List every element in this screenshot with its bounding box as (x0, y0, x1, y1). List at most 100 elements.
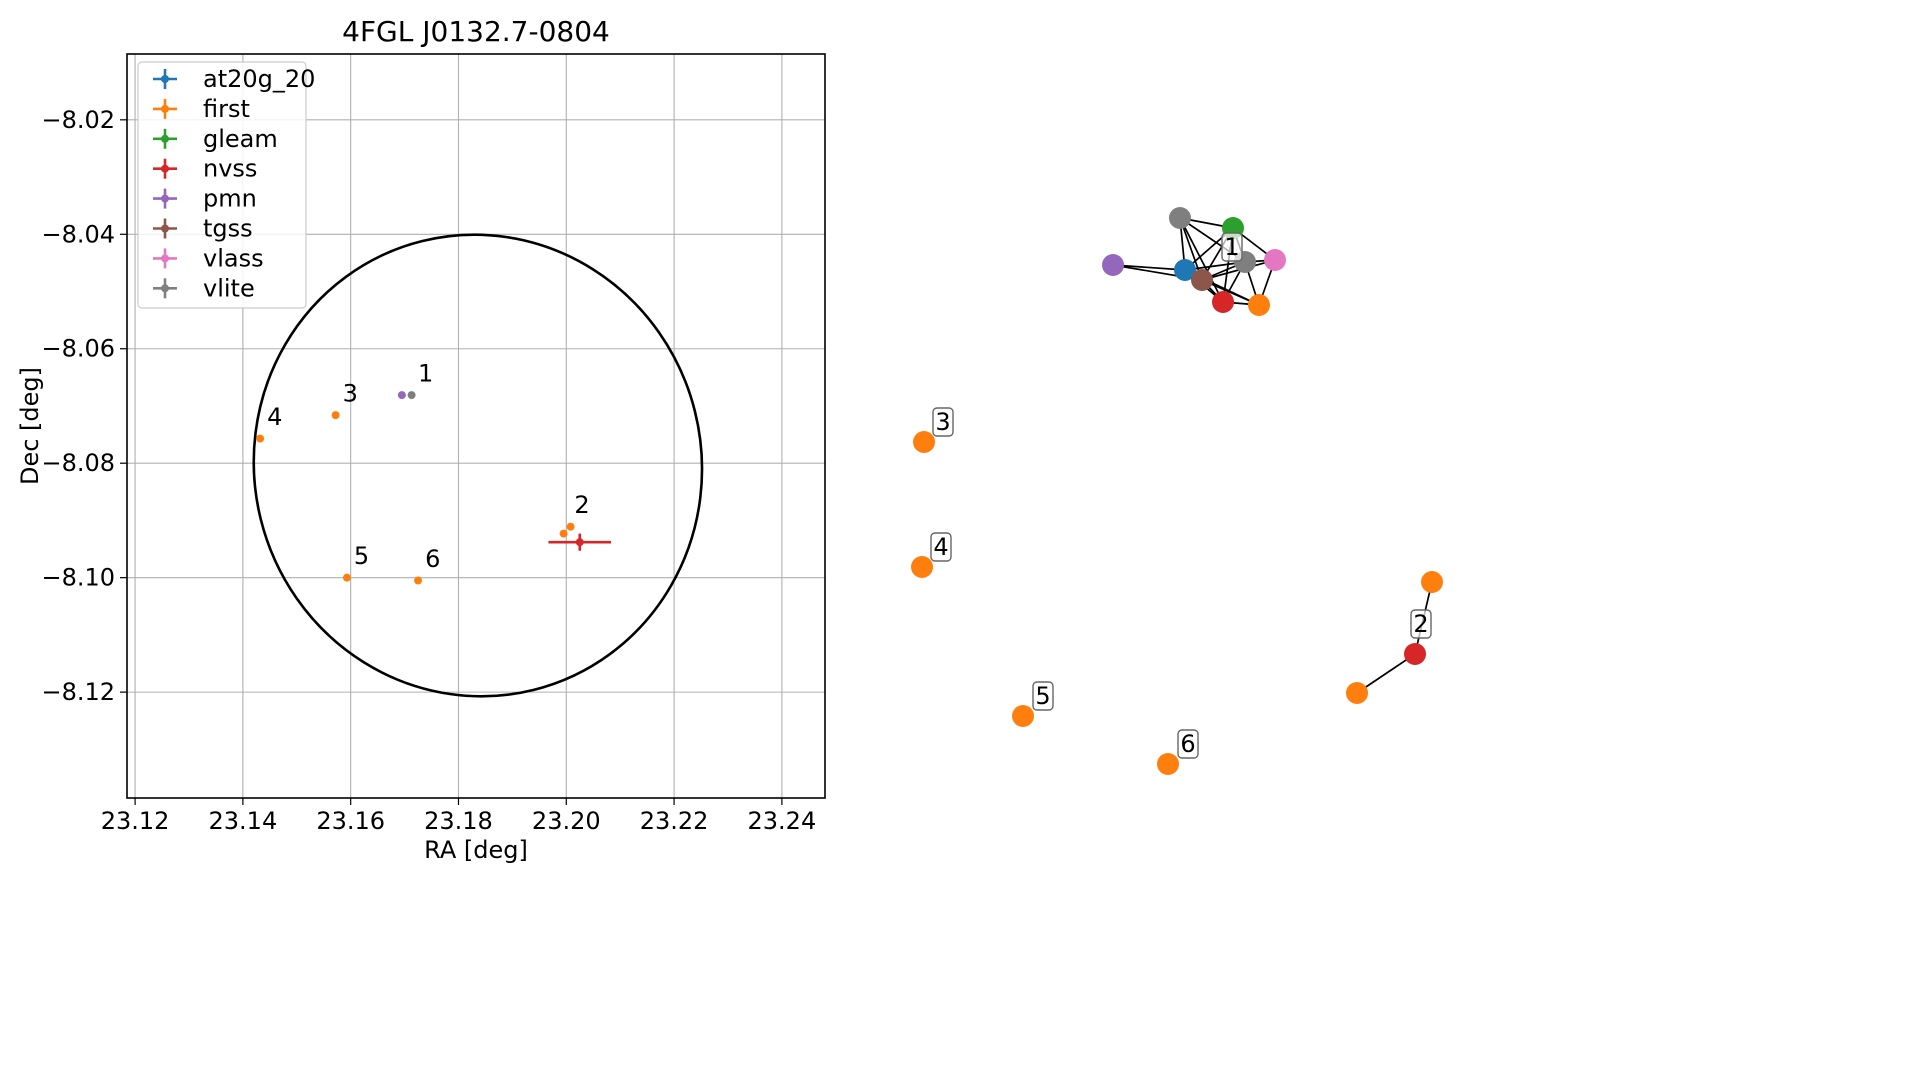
y-tick-label: −8.04 (41, 220, 115, 248)
annotation-label: 3 (343, 379, 358, 407)
legend-marker (161, 75, 169, 83)
annotation-label: 5 (354, 542, 369, 570)
graph-label-text: 4 (933, 533, 948, 561)
legend-marker (161, 194, 169, 203)
legend-frame (137, 61, 307, 309)
legend-entry-pmn: pmn (153, 185, 257, 213)
y-tick-label: −8.10 (41, 564, 115, 592)
first-point (256, 434, 265, 443)
x-tick-label: 23.16 (316, 807, 385, 835)
annotation-label: 1 (418, 359, 433, 387)
graph-label-text: 1 (1224, 233, 1239, 261)
legend-entry-nvss: nvss (153, 155, 257, 183)
first-node (1012, 705, 1034, 727)
graph-label-text: 5 (1035, 682, 1050, 710)
graph-edge (1112, 264, 1186, 271)
graph-edges (1112, 217, 1433, 694)
legend-marker (161, 284, 169, 293)
graph-label: 5 (1032, 681, 1054, 711)
x-tick-label: 23.14 (209, 807, 278, 835)
y-tick-label: −8.12 (41, 678, 115, 706)
legend-marker (161, 134, 169, 143)
legend-marker (161, 164, 169, 173)
crossmatch-graph-panel: 1 3 4 2 5 6 (911, 207, 1443, 775)
graph-label: 6 (1177, 729, 1199, 759)
graph-label-box (1221, 232, 1243, 262)
graph-label-box (1032, 681, 1054, 711)
graph-label-text: 3 (935, 408, 950, 436)
at20g_20-node (1174, 259, 1196, 281)
x-tick-label: 23.24 (748, 807, 817, 835)
legend-entry-gleam: gleam (153, 125, 278, 153)
tgss-node (1191, 269, 1213, 291)
y-axis-ticks: −8.02 −8.04 −8.06 −8.08 −8.10 −8.12 (41, 106, 127, 706)
legend-label: vlass (203, 244, 264, 272)
plot-frame (126, 53, 826, 799)
legend-entry-tgss: tgss (153, 215, 253, 243)
legend-marker (161, 224, 169, 233)
x-tick-label: 23.18 (424, 807, 493, 835)
graph-label: 3 (932, 407, 954, 437)
graph-label: 1 (1221, 232, 1243, 262)
first-node (1157, 753, 1179, 775)
y-tick-label: −8.02 (41, 106, 115, 134)
first-node (911, 556, 933, 578)
legend-label: tgss (203, 215, 253, 243)
graph-label-box (1177, 729, 1199, 759)
annotation-label: 2 (574, 491, 589, 519)
y-tick-label: −8.06 (41, 335, 115, 363)
legend-marker (161, 104, 169, 113)
x-axis-ticks: 23.12 23.14 23.16 23.18 23.20 23.22 23.24 (101, 798, 817, 835)
graph-nodes (911, 207, 1443, 775)
annotation-label: 6 (425, 545, 440, 573)
legend-entry-first: first (153, 95, 250, 123)
graph-label: 4 (930, 532, 952, 562)
first-node (1248, 294, 1270, 316)
y-axis-label: Dec [deg] (16, 367, 44, 485)
graph-label-box (932, 407, 954, 437)
first-point (331, 411, 340, 420)
x-tick-label: 23.12 (101, 807, 170, 835)
graph-label-text: 6 (1180, 730, 1195, 758)
first-node (1421, 571, 1443, 593)
first-point (414, 576, 423, 585)
legend-entry-at20g-20: at20g_20 (153, 65, 315, 93)
vlass-node (1264, 249, 1286, 271)
legend-label: at20g_20 (203, 65, 315, 93)
legend-label: vlite (203, 274, 255, 302)
legend-entry-vlite: vlite (153, 274, 255, 302)
x-tick-label: 23.22 (640, 807, 709, 835)
nvss-point (575, 538, 584, 547)
error-ellipse (252, 233, 704, 698)
legend-label: gleam (203, 125, 278, 153)
data-marks (256, 391, 612, 585)
graph-edge (1179, 217, 1224, 303)
graph-labels: 1 3 4 2 5 6 (930, 232, 1432, 759)
legend-label: nvss (203, 155, 257, 183)
legend-label: first (203, 95, 250, 123)
pmn-node (1102, 254, 1124, 276)
nvss-node (1212, 291, 1234, 313)
localization-ellipse (252, 233, 704, 698)
grid-lines (127, 54, 825, 798)
vlite-node (1169, 207, 1191, 229)
pmn-point (397, 391, 406, 400)
x-tick-label: 23.20 (532, 807, 601, 835)
point-annotations: 1 2 3 4 5 6 (267, 359, 590, 572)
plot-title: 4FGL J0132.7-0804 (342, 15, 610, 48)
nvss-node (1404, 643, 1426, 665)
legend-marker (161, 254, 169, 263)
graph-label-box (1410, 609, 1432, 639)
graph-label-box (930, 532, 952, 562)
graph-edge (1356, 653, 1416, 694)
annotation-label: 4 (267, 403, 282, 431)
y-tick-label: −8.08 (41, 449, 115, 477)
first-point (566, 522, 575, 531)
first-node (913, 431, 935, 453)
legend-entry-vlass: vlass (153, 244, 264, 272)
first-point (342, 573, 351, 582)
first-point (559, 529, 568, 538)
graph-label: 2 (1410, 609, 1432, 639)
